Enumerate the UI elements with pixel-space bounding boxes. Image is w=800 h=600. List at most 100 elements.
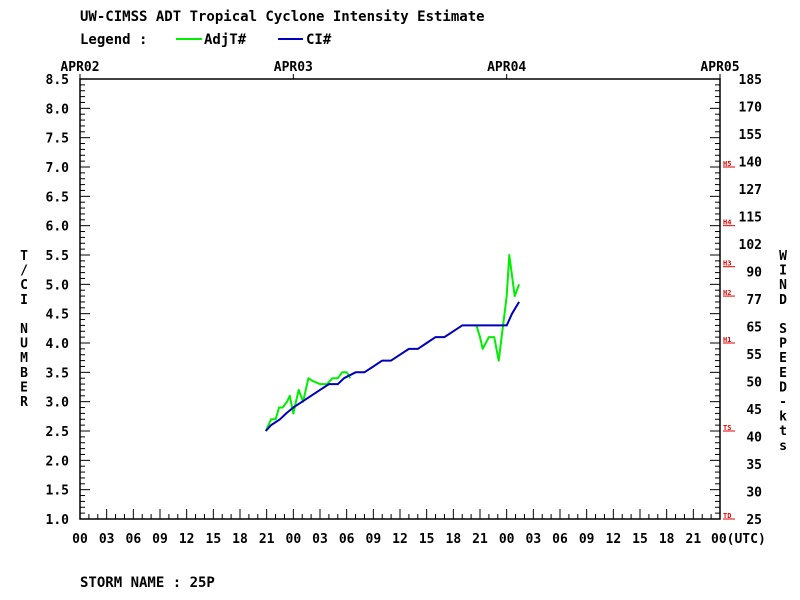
x-tick-label: 18	[659, 532, 675, 547]
date-labels: APR02 APR03 APR04 APR05	[60, 60, 740, 79]
y-left-tick-label: 3.0	[46, 396, 70, 411]
y-left-tick-label: 6.0	[46, 220, 70, 235]
x-tick-label: 12	[606, 532, 622, 547]
left-axis-letter: N	[20, 322, 28, 337]
y-right-tick-label: 185	[739, 73, 762, 88]
right-axis-letter: s	[779, 439, 787, 454]
right-axis-letter: P	[779, 337, 787, 352]
date-label-apr02: APR02	[60, 60, 99, 75]
series-ci-line	[265, 301, 520, 432]
x-tick-label: 21	[686, 532, 702, 547]
x-tick-label: 18	[446, 532, 462, 547]
left-axis-letter: I	[20, 293, 28, 308]
legend-ci-label: CI#	[306, 32, 332, 48]
series-adjt-line-segment-2	[475, 254, 521, 362]
y-right-tick-label: 155	[739, 128, 762, 143]
left-axis-letter: M	[20, 351, 28, 366]
y-right-tick-label: 77	[746, 293, 762, 308]
right-axis-letter: N	[779, 278, 787, 293]
right-axis-letter: k	[779, 410, 787, 425]
y-left-tick-label: 5.0	[46, 278, 70, 293]
category-label-h3: H3	[723, 260, 731, 268]
y-right-tick-label: 127	[739, 183, 762, 198]
y-right-tick-label: 50	[746, 376, 762, 391]
right-axis-letter: E	[779, 366, 787, 381]
x-tick-label: 00	[286, 532, 302, 547]
legend-adjt-label: AdjT#	[204, 32, 247, 48]
left-axis-letter: /	[20, 264, 28, 279]
x-tick-label: 12	[392, 532, 408, 547]
category-label-h5: H5	[723, 160, 731, 168]
x-tick-label: 00	[499, 532, 515, 547]
right-axis-letter: S	[779, 322, 787, 337]
y-left-tick-label: 7.5	[46, 132, 69, 147]
right-axis-letter: E	[779, 351, 787, 366]
left-axis-letter: E	[20, 380, 28, 395]
x-tick-label: 09	[579, 532, 595, 547]
plot-frame	[79, 78, 721, 520]
y-left-tick-label: 4.5	[46, 308, 69, 323]
series-adjt-line-segment-1	[264, 371, 352, 432]
y-right-tick-label: 35	[746, 458, 762, 473]
x-tick-label: 06	[339, 532, 355, 547]
x-tick-label: 00	[72, 532, 88, 547]
x-tick-label: 06	[126, 532, 142, 547]
y-right-tick-label: 102	[739, 238, 762, 253]
x-tick-label: 09	[366, 532, 382, 547]
category-label-ts: TS	[723, 424, 731, 432]
date-label-apr05: APR05	[700, 60, 739, 75]
x-tick-label: 21	[472, 532, 488, 547]
y-left-tick-label: 6.5	[46, 190, 69, 205]
category-label-td: TD	[723, 512, 731, 520]
category-label-h2: H2	[723, 289, 731, 297]
right-axis-letter: W	[779, 249, 787, 264]
y-left-tick-label: 2.5	[46, 425, 69, 440]
y-right-tick-label: 65	[746, 321, 762, 336]
x-tick-label: 15	[419, 532, 435, 547]
legend-label: Legend :	[80, 32, 147, 48]
left-axis-letter: U	[20, 337, 28, 352]
x-tick-label: 00(UTC)	[711, 532, 766, 547]
y-left-tick-label: 7.0	[46, 161, 70, 176]
y-right-tick-label: 55	[746, 348, 762, 363]
y-right-tick-label: 25	[746, 513, 762, 528]
y-left-tick-label: 4.0	[46, 337, 70, 352]
x-tick-label: 03	[526, 532, 542, 547]
left-y-axis: 1.0 1.5 2.0 2.5 3.0 3.5 4.0 4.5 5.0 5.5 6.0 6.5 7.0 7…	[46, 73, 90, 528]
x-tick-label: 15	[632, 532, 648, 547]
y-left-tick-label: 5.5	[46, 249, 69, 264]
x-tick-label: 03	[312, 532, 328, 547]
y-left-tick-label: 3.5	[46, 366, 69, 381]
left-axis-letter: B	[20, 366, 28, 381]
y-right-tick-label: 115	[739, 211, 762, 226]
right-axis-letter: t	[779, 424, 787, 439]
y-left-tick-label: 2.0	[46, 454, 70, 469]
right-axis-letter: -	[779, 395, 787, 410]
y-left-tick-label: 8.5	[46, 73, 69, 88]
y-right-tick-label: 30	[746, 486, 762, 501]
x-tick-label: 21	[259, 532, 275, 547]
right-y-axis: 25 30 35 40 45 50 55 65 77 90 102 115 127 140 155 170 18…	[710, 73, 762, 528]
right-axis-letter: D	[779, 380, 787, 395]
x-tick-label: 09	[152, 532, 168, 547]
y-right-tick-label: 170	[739, 101, 763, 116]
left-axis-letter: T	[20, 249, 28, 264]
right-axis-letter: I	[779, 264, 787, 279]
date-label-apr04: APR04	[487, 60, 526, 75]
category-label-h1: H1	[723, 336, 731, 344]
x-tick-label: 12	[179, 532, 195, 547]
x-tick-label: 03	[99, 532, 115, 547]
y-left-tick-label: 8.0	[46, 102, 70, 117]
left-axis-letter: C	[20, 278, 28, 293]
y-right-tick-label: 140	[739, 156, 763, 171]
x-tick-label: 18	[232, 532, 248, 547]
storm-name: STORM NAME : 25P	[80, 575, 215, 591]
y-left-tick-label: 1.5	[46, 484, 69, 499]
x-tick-label: 06	[552, 532, 568, 547]
left-axis-letter: R	[20, 395, 28, 410]
x-tick-label: 15	[206, 532, 222, 547]
category-label-h4: H4	[723, 219, 731, 227]
